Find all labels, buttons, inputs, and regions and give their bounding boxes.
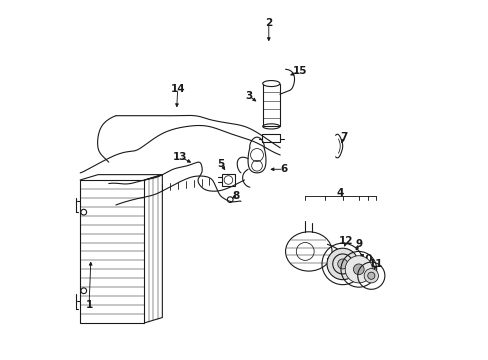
- Ellipse shape: [262, 81, 279, 86]
- Text: 6: 6: [280, 164, 287, 174]
- Bar: [222, 174, 234, 186]
- Text: 8: 8: [231, 191, 239, 201]
- Circle shape: [367, 272, 374, 279]
- Text: 4: 4: [336, 188, 343, 198]
- Circle shape: [337, 259, 347, 269]
- Text: 11: 11: [368, 259, 383, 269]
- Text: 3: 3: [245, 91, 252, 101]
- Text: 14: 14: [170, 84, 184, 94]
- Circle shape: [364, 269, 378, 283]
- Bar: [80, 180, 144, 323]
- Text: 13: 13: [173, 152, 187, 162]
- Text: 12: 12: [338, 236, 352, 246]
- Text: 5: 5: [217, 159, 224, 169]
- Text: 2: 2: [264, 18, 272, 28]
- Text: 9: 9: [354, 239, 362, 249]
- Text: 7: 7: [340, 132, 347, 142]
- Text: 10: 10: [358, 253, 372, 264]
- Circle shape: [326, 248, 358, 280]
- Text: 15: 15: [292, 66, 307, 76]
- Text: 1: 1: [85, 300, 93, 310]
- Circle shape: [345, 256, 372, 283]
- Circle shape: [353, 264, 364, 275]
- Bar: [262, 84, 279, 126]
